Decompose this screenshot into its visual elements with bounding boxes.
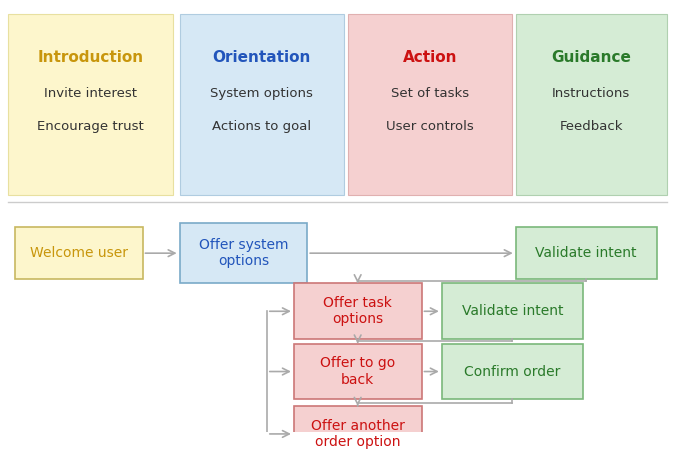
Text: Offer another
order option: Offer another order option — [310, 419, 404, 449]
FancyBboxPatch shape — [8, 14, 173, 195]
FancyBboxPatch shape — [294, 343, 421, 400]
FancyBboxPatch shape — [516, 227, 657, 279]
Text: Introduction: Introduction — [37, 50, 144, 65]
Text: Offer to go
back: Offer to go back — [320, 356, 396, 387]
Text: Invite interest: Invite interest — [44, 87, 137, 100]
FancyBboxPatch shape — [294, 284, 421, 339]
FancyBboxPatch shape — [441, 284, 583, 339]
FancyBboxPatch shape — [180, 223, 307, 284]
FancyBboxPatch shape — [294, 406, 421, 450]
Text: Orientation: Orientation — [213, 50, 311, 65]
Text: Set of tasks: Set of tasks — [391, 87, 469, 100]
Text: User controls: User controls — [386, 120, 474, 133]
Text: Instructions: Instructions — [552, 87, 630, 100]
Text: Encourage trust: Encourage trust — [37, 120, 144, 133]
FancyBboxPatch shape — [15, 227, 142, 279]
Text: Offer task
options: Offer task options — [323, 296, 392, 326]
FancyBboxPatch shape — [516, 14, 667, 195]
Text: Welcome user: Welcome user — [30, 246, 128, 260]
Text: Action: Action — [403, 50, 457, 65]
Text: Feedback: Feedback — [560, 120, 623, 133]
Text: System options: System options — [211, 87, 313, 100]
Text: Validate intent: Validate intent — [535, 246, 637, 260]
Text: Guidance: Guidance — [551, 50, 631, 65]
Text: Validate intent: Validate intent — [462, 304, 563, 318]
FancyBboxPatch shape — [180, 14, 344, 195]
Text: Confirm order: Confirm order — [464, 364, 560, 378]
FancyBboxPatch shape — [348, 14, 512, 195]
Text: Offer system
options: Offer system options — [198, 238, 288, 268]
FancyBboxPatch shape — [441, 343, 583, 400]
Text: Actions to goal: Actions to goal — [213, 120, 311, 133]
